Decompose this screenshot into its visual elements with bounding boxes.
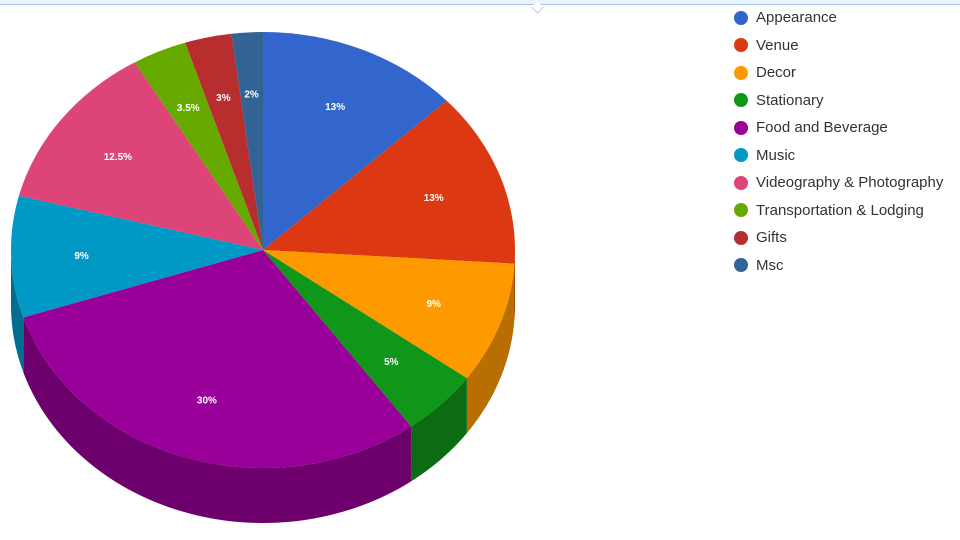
legend: Appearance Venue Decor Stationary Food and B… (734, 4, 943, 279)
legend-label: Venue (756, 36, 799, 54)
top-border (0, 0, 960, 5)
legend-item-videography-and-photography[interactable]: Videography & Photography (734, 169, 943, 197)
legend-item-appearance[interactable]: Appearance (734, 4, 943, 32)
pie-slice-gifts[interactable] (185, 33, 263, 250)
legend-swatch (734, 120, 748, 135)
pie-slice-msc[interactable] (231, 32, 263, 250)
legend-swatch (734, 203, 748, 218)
pie-slices (11, 32, 515, 469)
legend-swatch (734, 65, 748, 80)
legend-item-venue[interactable]: Venue (734, 32, 943, 60)
pie-slice-music[interactable] (11, 195, 263, 318)
legend-swatch (734, 148, 748, 163)
legend-label: Appearance (756, 9, 837, 27)
pie-slice-appearance[interactable] (263, 32, 447, 250)
legend-swatch (734, 93, 748, 108)
pie-slice-decor[interactable] (263, 250, 515, 379)
pie-slice-videography-and-photography[interactable] (18, 62, 264, 250)
legend-item-decor[interactable]: Decor (734, 59, 943, 87)
legend-swatch (734, 258, 748, 273)
pie-label-decor: 9% (426, 299, 441, 310)
pie-label-gifts: 3% (216, 93, 231, 104)
legend-item-gifts[interactable]: Gifts (734, 224, 943, 252)
legend-label: Food and Beverage (756, 119, 888, 137)
legend-label: Stationary (756, 91, 824, 109)
legend-label: Gifts (756, 229, 787, 247)
legend-swatch (734, 38, 748, 53)
pie-label-venue: 13% (424, 193, 444, 204)
pie-slice-transportation-and-lodging[interactable] (134, 42, 263, 250)
legend-label: Transportation & Lodging (756, 201, 924, 219)
pie-slice-stationary[interactable] (263, 250, 467, 427)
pie-side-music (11, 250, 24, 373)
pie-side-decor (466, 263, 515, 434)
pie-side-venue (514, 250, 515, 319)
pie-label-msc: 2% (244, 89, 259, 100)
pie-label-music: 9% (74, 251, 89, 262)
pie-label-food-and-beverage: 30% (197, 395, 217, 406)
legend-item-msc[interactable]: Msc (734, 252, 943, 280)
pie-slice-food-and-beverage[interactable] (23, 250, 412, 469)
legend-label: Decor (756, 64, 797, 82)
legend-item-food-and-beverage[interactable]: Food and Beverage (734, 114, 943, 142)
pie-label-stationary: 5% (384, 357, 399, 368)
pie-slice-venue[interactable] (263, 100, 515, 264)
legend-label: Msc (756, 256, 784, 274)
pie-side-stationary (411, 378, 467, 482)
pie-sides (11, 250, 515, 523)
pie-label-videography-and-photography: 12.5% (104, 152, 132, 163)
legend-item-stationary[interactable]: Stationary (734, 87, 943, 115)
legend-item-music[interactable]: Music (734, 142, 943, 170)
legend-item-transportation-and-lodging[interactable]: Transportation & Lodging (734, 197, 943, 225)
legend-swatch (734, 175, 748, 190)
pie-side-food-and-beverage (23, 317, 412, 523)
legend-swatch (734, 230, 748, 245)
legend-swatch (734, 10, 748, 25)
pie-labels: 13% 13% 9% 5% 30% 9% 12.5% 3.5% 3% 2% (74, 89, 443, 406)
legend-label: Videography & Photography (756, 174, 944, 192)
pie-label-transportation-and-lodging: 3.5% (177, 103, 200, 114)
pie-chart: 13% 13% 9% 5% 30% 9% 12.5% 3.5% 3% 2% (11, 32, 515, 523)
pie-label-appearance: 13% (325, 102, 345, 113)
legend-label: Music (756, 146, 796, 164)
